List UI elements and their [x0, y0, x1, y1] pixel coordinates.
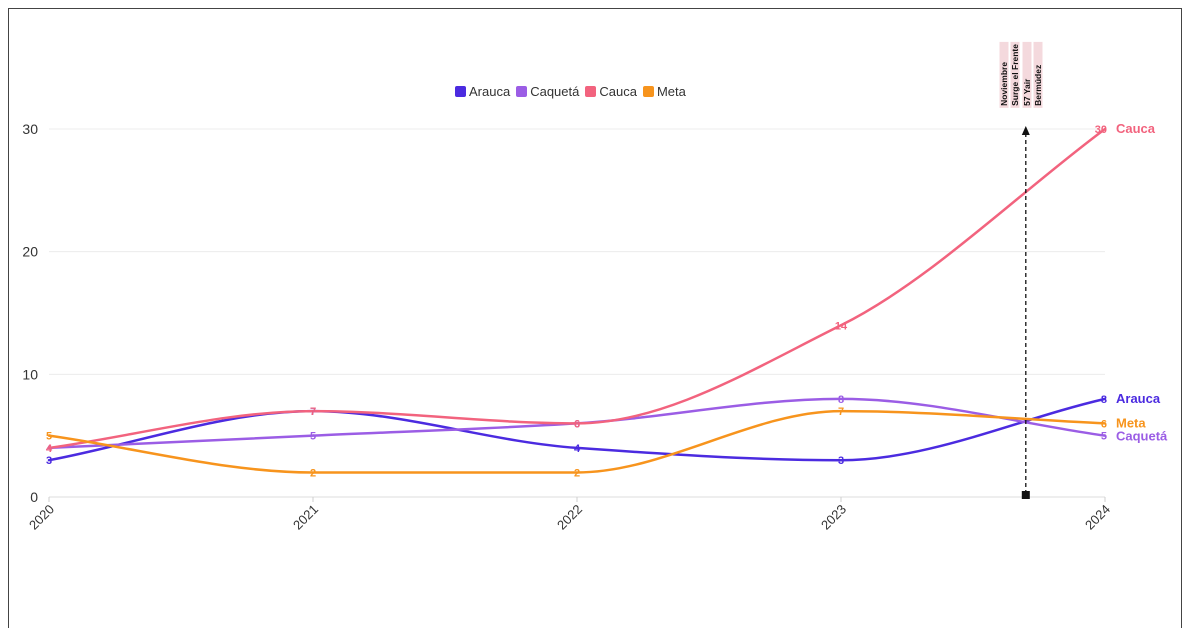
legend-swatch: [642, 86, 654, 97]
y-tick-label: 30: [22, 121, 38, 137]
annotation-line: 57 Yair: [1022, 42, 1032, 108]
end-label-arauca: Arauca: [1116, 391, 1161, 406]
data-label: 7: [310, 406, 316, 418]
data-label: 5: [310, 431, 316, 443]
end-label-caquetá: Caquetá: [1116, 428, 1168, 443]
chart-frame: [8, 8, 1182, 628]
legend-item-cauca: Cauca: [585, 84, 637, 99]
x-tick-label: 2024: [1082, 502, 1113, 533]
x-tick-label: 2020: [26, 502, 57, 533]
y-tick-label: 20: [22, 244, 38, 260]
data-label: 3: [838, 455, 844, 467]
data-label: 6: [574, 418, 580, 430]
annotation-arrow-head: [1021, 126, 1030, 135]
data-label: 30: [1095, 124, 1107, 136]
data-label: 2: [310, 467, 316, 479]
data-label: 7: [310, 406, 316, 418]
annotation-line: Bermúdez: [1033, 42, 1043, 108]
data-label: 4: [574, 443, 581, 455]
y-tick-label: 0: [30, 489, 38, 505]
x-tick-label: 2022: [554, 502, 585, 533]
data-label: 8: [838, 394, 844, 406]
legend-item-arauca: Arauca: [455, 84, 510, 99]
end-label-meta: Meta: [1116, 415, 1146, 430]
data-label: 5: [1101, 431, 1107, 443]
legend-label: Cauca: [599, 84, 637, 99]
data-label: 5: [46, 431, 52, 443]
data-label: 4: [46, 443, 53, 455]
annotation-text: Noviembre Surge el Frente 57 Yair Bermúdez: [999, 42, 1069, 108]
legend-swatch: [516, 86, 528, 97]
series-line-meta: [47, 409, 1107, 474]
legend-label: Meta: [656, 84, 686, 99]
grid-layer: [49, 128, 1105, 498]
data-label: 7: [838, 406, 844, 418]
series-line-arauca: [47, 397, 1107, 462]
data-label: 3: [46, 455, 52, 467]
legend-item-caquetá: Caquetá: [516, 84, 579, 99]
legend-label: Arauca: [469, 84, 511, 99]
y-tick-label: 10: [22, 366, 38, 382]
data-label: 6: [1101, 418, 1107, 430]
legend-item-meta: Meta: [642, 84, 686, 99]
annotation-anchor-marker: [1021, 491, 1030, 499]
series-layer: [47, 127, 1107, 474]
end-label-cauca: Cauca: [1116, 121, 1156, 136]
x-tick-label: 2021: [290, 502, 321, 533]
legend-swatch: [585, 86, 597, 97]
annotation-line: Surge el Frente: [1010, 42, 1021, 108]
data-label: 4: [46, 443, 53, 455]
annotation-layer: [1021, 126, 1030, 499]
data-label: 2: [574, 467, 580, 479]
x-tick-label: 2023: [818, 502, 849, 533]
data-label: 6: [574, 418, 580, 430]
legend-label: Caquetá: [530, 84, 580, 99]
data-label: 14: [835, 320, 848, 332]
axis-layer: 0 10 20 30 2020 2021 2022 2023 2024: [22, 121, 1113, 533]
legend-swatch: [455, 86, 466, 97]
series-line-cauca: [47, 127, 1107, 450]
annotation-line: Noviembre: [999, 42, 1009, 108]
chart-legend: Arauca Caquetá Cauca Meta: [455, 84, 688, 99]
data-label: 8: [1101, 394, 1107, 406]
